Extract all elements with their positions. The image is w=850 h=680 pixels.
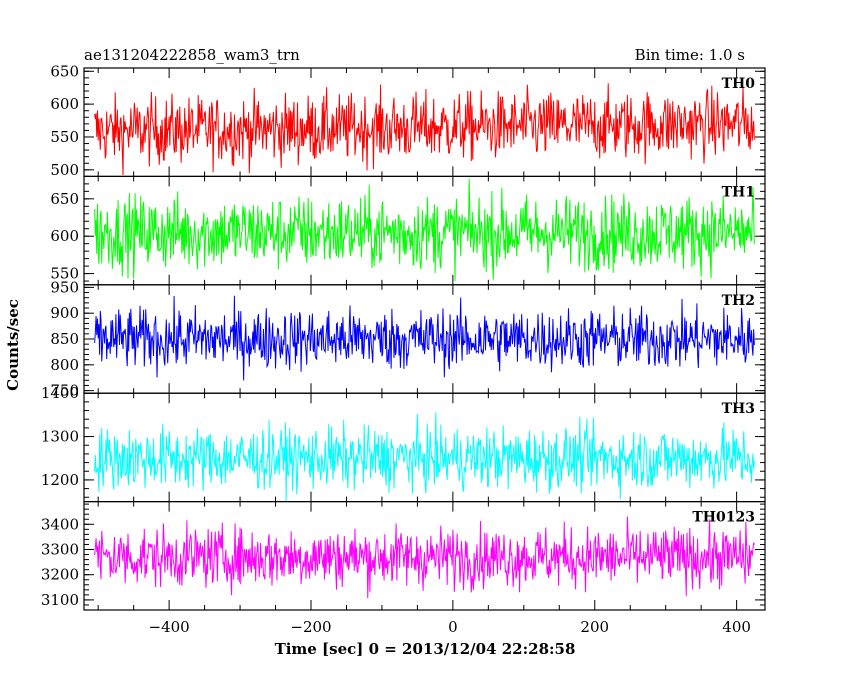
y-tick-label: 1200 (41, 471, 79, 489)
panel-label-th2: TH2 (722, 293, 755, 309)
y-tick-label: 3200 (41, 566, 79, 584)
x-tick-label: −200 (290, 618, 331, 636)
y-tick-label: 550 (50, 265, 79, 283)
y-tick-label: 1300 (41, 428, 79, 446)
series-line-th0123 (94, 516, 755, 599)
y-tick-label: 3400 (41, 515, 79, 533)
panel-label-th1: TH1 (722, 184, 755, 200)
y-tick-label: 3300 (41, 540, 79, 558)
y-tick-label: 500 (50, 161, 79, 179)
chart-title: ae131204222858_wam3_trn (84, 46, 300, 64)
series-line-th2 (94, 295, 755, 381)
y-tick-label: 650 (50, 62, 79, 80)
y-tick-label: 950 (50, 278, 79, 296)
x-tick-label: 0 (448, 618, 458, 636)
series-line-th0 (94, 83, 755, 176)
panel-label-th0: TH0 (722, 76, 756, 92)
y-tick-label: 750 (50, 382, 79, 400)
y-tick-label: 600 (50, 95, 79, 113)
panel-label-th0123: TH0123 (692, 510, 755, 526)
x-tick-label: 200 (580, 618, 609, 636)
x-axis-label: Time [sec] 0 = 2013/12/04 22:28:58 (275, 640, 576, 658)
series-line-th3 (94, 412, 755, 502)
x-tick-label: 400 (722, 618, 751, 636)
y-tick-label: 3100 (41, 591, 79, 609)
panel-frame-th0123 (83, 501, 766, 611)
y-tick-label: 650 (50, 190, 79, 208)
bin-time-label: Bin time: 1.0 s (635, 46, 745, 64)
y-tick-label: 850 (50, 330, 79, 348)
y-tick-label: 900 (50, 304, 79, 322)
series-line-th1 (94, 178, 755, 281)
y-axis-label: Counts/sec (4, 299, 22, 391)
y-tick-label: 1400 (41, 384, 79, 402)
panel-label-th3: TH3 (722, 401, 755, 417)
y-tick-label: 800 (50, 356, 79, 374)
x-tick-label: −400 (149, 618, 190, 636)
y-tick-label: 600 (50, 227, 79, 245)
y-tick-label: 550 (50, 128, 79, 146)
